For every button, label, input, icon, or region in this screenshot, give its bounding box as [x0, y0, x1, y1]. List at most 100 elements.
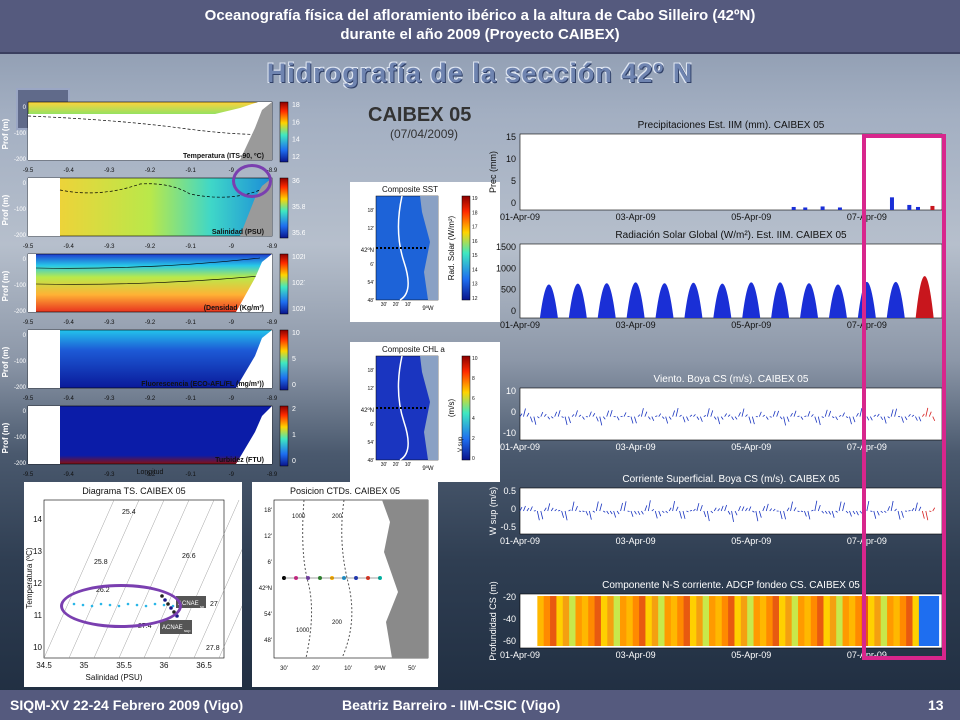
ts-panel-title-0: Precipitaciones Est. IIM (mm). CAIBEX 05	[638, 120, 825, 131]
current-stick	[724, 504, 728, 512]
ts-panel-title-3: Corriente Superficial. Boya CS (m/s). CA…	[622, 474, 840, 485]
panel-xtick: -9	[229, 168, 235, 174]
ctd-contour-label: 200	[332, 514, 343, 520]
current-stick	[634, 510, 637, 515]
highlight-circle-ts	[60, 584, 182, 628]
ts-isopycnal-label: 25.8	[94, 559, 108, 566]
panel-label-fluorescence: Fluorescencia (ECO-AFL/FL (mg/m³))	[141, 381, 264, 388]
wind-stick	[533, 416, 537, 425]
current-stick	[606, 510, 610, 515]
current-stick	[918, 506, 922, 512]
colorbar-temperature	[279, 101, 289, 163]
wind-stick	[651, 416, 655, 422]
adcp-cell	[836, 596, 845, 646]
current-stick	[585, 510, 589, 516]
ts-ytick-4: -40	[503, 614, 516, 624]
wind-stick	[807, 411, 811, 417]
current-stick	[561, 510, 565, 518]
ts-ylabel-3: W sup (m/s)	[488, 487, 498, 536]
ctd-title: Posicion CTDs. CAIBEX 05	[290, 486, 400, 496]
adcp-cell	[893, 596, 902, 646]
adcp-cell	[575, 596, 584, 646]
map-cbtick-chl_map: 4	[472, 416, 475, 422]
ts-xtick: 35	[80, 661, 89, 670]
wind-stick	[876, 413, 880, 417]
wind-stick	[866, 416, 870, 421]
ts-isopycnal-line	[118, 499, 190, 659]
wind-stick	[922, 413, 925, 417]
current-stick	[734, 510, 738, 516]
panel-xtick: -9.3	[104, 168, 115, 174]
wind-stick	[901, 416, 904, 423]
ctd-ytick: 48'	[264, 638, 272, 644]
panel-xtick: -9.5	[23, 168, 34, 174]
ctd-ytick: 12'	[264, 534, 272, 540]
ts-ytick-2: -10	[503, 428, 516, 438]
solar-radiation-hump	[626, 282, 645, 318]
panel-xtick: -8.9	[267, 472, 278, 476]
adcp-cell	[715, 596, 724, 646]
wind-stick	[693, 414, 696, 417]
map-ytick-chl_map: 18'	[367, 368, 374, 374]
ts-panel-title-4: Componente N-S corriente. ADCP fondeo CS…	[602, 580, 860, 591]
wind-stick	[731, 416, 734, 421]
panel-ylabel-temperature: Prof (m)	[1, 118, 10, 149]
current-stick	[769, 508, 773, 512]
adcp-cell	[868, 596, 877, 646]
solar-radiation-hump	[684, 282, 703, 318]
wind-stick	[890, 409, 894, 417]
current-stick	[526, 507, 530, 512]
map-coast-sst_map	[420, 196, 438, 300]
ts-ytick-1: 500	[501, 285, 516, 295]
ctd-ytick: 42ºN	[259, 585, 272, 592]
wind-stick	[793, 410, 797, 417]
adcp-cell	[842, 596, 851, 646]
wind-stick	[648, 416, 651, 420]
adcp-cell	[778, 596, 787, 646]
panel-xtick: -9.4	[63, 244, 74, 250]
ts-isopycnal-line	[43, 499, 115, 659]
wind-stick	[811, 414, 814, 417]
map-cbtick-chl_map: 6	[472, 396, 475, 402]
current-stick	[588, 510, 592, 520]
highlight-box-apr07	[862, 134, 946, 660]
ts-isopycnal-label: 27.4	[138, 623, 152, 630]
ts-xlabel: Salinidad (PSU)	[86, 673, 143, 682]
current-stick	[783, 510, 786, 520]
map-cbtick-sst_map: 16	[472, 239, 478, 245]
panel-xtick: -9.4	[63, 320, 74, 326]
ts-xtick-0: 03-Apr-09	[616, 212, 656, 222]
caibex-title: CAIBEX 05	[368, 104, 472, 126]
footer-page-number: 13	[928, 697, 944, 713]
ts-ytick: 14	[33, 515, 42, 524]
adcp-cell	[817, 596, 826, 646]
current-stick	[575, 505, 578, 512]
wind-stick	[658, 413, 662, 417]
wind-stick	[776, 410, 780, 417]
adcp-cell	[600, 596, 609, 646]
ctd-positions-map: Posicion CTDs. CAIBEX 05 1000 200 1000 200 18…	[252, 482, 438, 687]
map-cbtick-sst_map: 17	[472, 225, 478, 231]
map-lon-chl_map: 9ºW	[422, 465, 434, 472]
current-stick	[807, 510, 811, 520]
wind-stick	[727, 414, 731, 417]
adcp-cell	[785, 596, 794, 646]
map-cbtick-sst_map: 15	[472, 253, 478, 259]
ts-ytick: 13	[33, 547, 42, 556]
current-stick	[661, 510, 665, 513]
ctd-coast	[382, 500, 428, 658]
wind-stick	[554, 411, 558, 417]
solar-radiation-hump	[713, 283, 732, 318]
current-stick	[550, 507, 554, 512]
map-ytick-chl_map: 12'	[367, 386, 374, 392]
map-ytick-chl_map: 48'	[367, 458, 374, 464]
panel-ytick: -100	[14, 359, 27, 365]
wind-stick	[630, 416, 634, 424]
wind-stick	[540, 411, 544, 417]
ctd-xtick: 50'	[408, 666, 416, 672]
ts-xtick-3: 07-Apr-09	[847, 536, 887, 546]
adcp-cell	[804, 596, 813, 646]
current-stick	[665, 510, 668, 514]
adcp-cell	[887, 596, 896, 646]
current-stick	[921, 510, 925, 519]
